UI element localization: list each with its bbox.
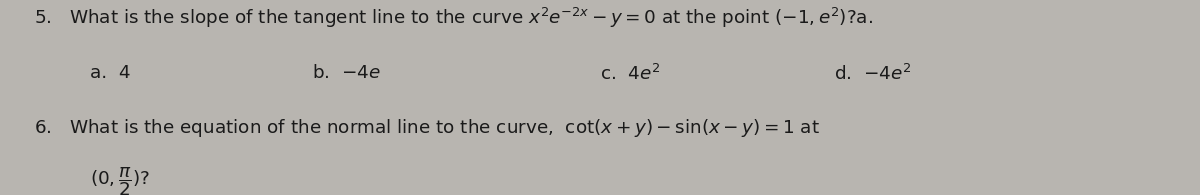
Text: $(0,\dfrac{\pi}{2})$?: $(0,\dfrac{\pi}{2})$? — [90, 166, 150, 195]
Text: d.  $-4e^2$: d. $-4e^2$ — [834, 64, 911, 84]
Text: 5.   What is the slope of the tangent line to the curve $x^2e^{-2x} - y = 0$ at : 5. What is the slope of the tangent line… — [34, 6, 872, 30]
Text: a.  4: a. 4 — [90, 64, 131, 82]
Text: b.  $-4e$: b. $-4e$ — [312, 64, 380, 82]
Text: 6.   What is the equation of the normal line to the curve,  $\cot(x+y) - \sin(x-: 6. What is the equation of the normal li… — [34, 117, 820, 139]
Text: c.  $4e^2$: c. $4e^2$ — [600, 64, 660, 84]
